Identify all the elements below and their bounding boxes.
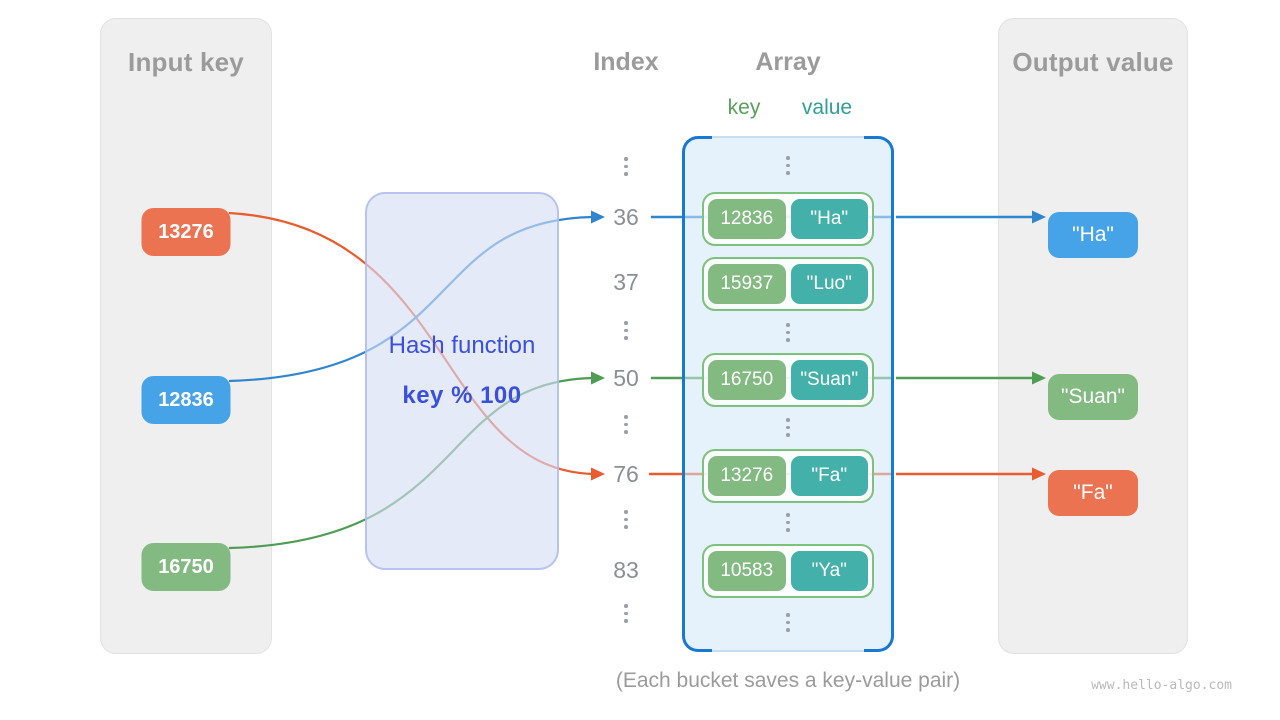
array-ellipsis-dots xyxy=(759,418,817,437)
index-label-76: 76 xyxy=(613,461,639,487)
input-panel-title: Input key xyxy=(128,47,244,77)
index-ellipsis-dots xyxy=(597,510,655,529)
bucket-value-box: "Fa" xyxy=(790,456,868,496)
key-column-header: key xyxy=(727,96,761,119)
bucket-key-box: 12836 xyxy=(708,199,786,239)
bucket-index36: 12836 "Ha" xyxy=(702,192,874,246)
bucket-index37: 15937 "Luo" xyxy=(702,257,874,311)
value-column-header: value xyxy=(801,96,853,119)
bucket-key-box: 16750 xyxy=(708,360,786,400)
array-ellipsis-dots xyxy=(759,613,817,632)
index-label-36: 36 xyxy=(613,204,639,230)
bucket-value-box: "Suan" xyxy=(790,360,868,400)
watermark-url: www.hello-algo.com xyxy=(1091,678,1232,693)
index-column-title: Index xyxy=(593,48,659,76)
bucket-value-box: "Ya" xyxy=(790,551,868,591)
array-ellipsis-dots xyxy=(759,156,817,175)
output-value-box-fa: "Fa" xyxy=(1048,470,1138,516)
output-value-box-ha: "Ha" xyxy=(1048,212,1138,258)
array-ellipsis-dots xyxy=(759,323,817,342)
array-bracket-right xyxy=(864,136,894,652)
bucket-value-box: "Ha" xyxy=(790,199,868,239)
bucket-index83: 10583 "Ya" xyxy=(702,544,874,598)
bucket-index50: 16750 "Suan" xyxy=(702,353,874,407)
output-panel-title: Output value xyxy=(1012,47,1174,77)
hash-function-formula: key % 100 xyxy=(402,382,522,409)
hash-function-label: Hash function xyxy=(388,332,536,359)
index-label-50: 50 xyxy=(613,365,639,391)
diagram-caption: (Each bucket saves a key-value pair) xyxy=(615,669,961,692)
output-value-box-suan: "Suan" xyxy=(1048,374,1138,420)
array-bracket-left xyxy=(682,136,712,652)
array-column-title: Array xyxy=(755,48,821,76)
array-ellipsis-dots xyxy=(759,513,817,532)
index-ellipsis-dots xyxy=(597,604,655,623)
index-label-37: 37 xyxy=(613,269,639,295)
index-ellipsis-dots xyxy=(597,415,655,434)
bucket-key-box: 10583 xyxy=(708,551,786,591)
input-key-box-13276: 13276 xyxy=(141,208,231,256)
output-value-panel: Output value "Ha" "Suan" "Fa" xyxy=(998,18,1188,654)
input-key-box-16750: 16750 xyxy=(141,543,231,591)
bucket-value-box: "Luo" xyxy=(790,264,868,304)
bucket-key-box: 15937 xyxy=(708,264,786,304)
hash-function-box: Hash function key % 100 xyxy=(365,192,559,570)
index-label-83: 83 xyxy=(613,557,639,583)
index-ellipsis-dots xyxy=(597,157,655,176)
index-ellipsis-dots xyxy=(597,321,655,340)
input-key-panel: Input key 13276 12836 16750 xyxy=(100,18,272,654)
array-panel: 12836 "Ha" 15937 "Luo" 16750 "Suan" 1327… xyxy=(682,136,894,652)
bucket-index76: 13276 "Fa" xyxy=(702,449,874,503)
bucket-key-box: 13276 xyxy=(708,456,786,496)
input-key-box-12836: 12836 xyxy=(141,376,231,424)
